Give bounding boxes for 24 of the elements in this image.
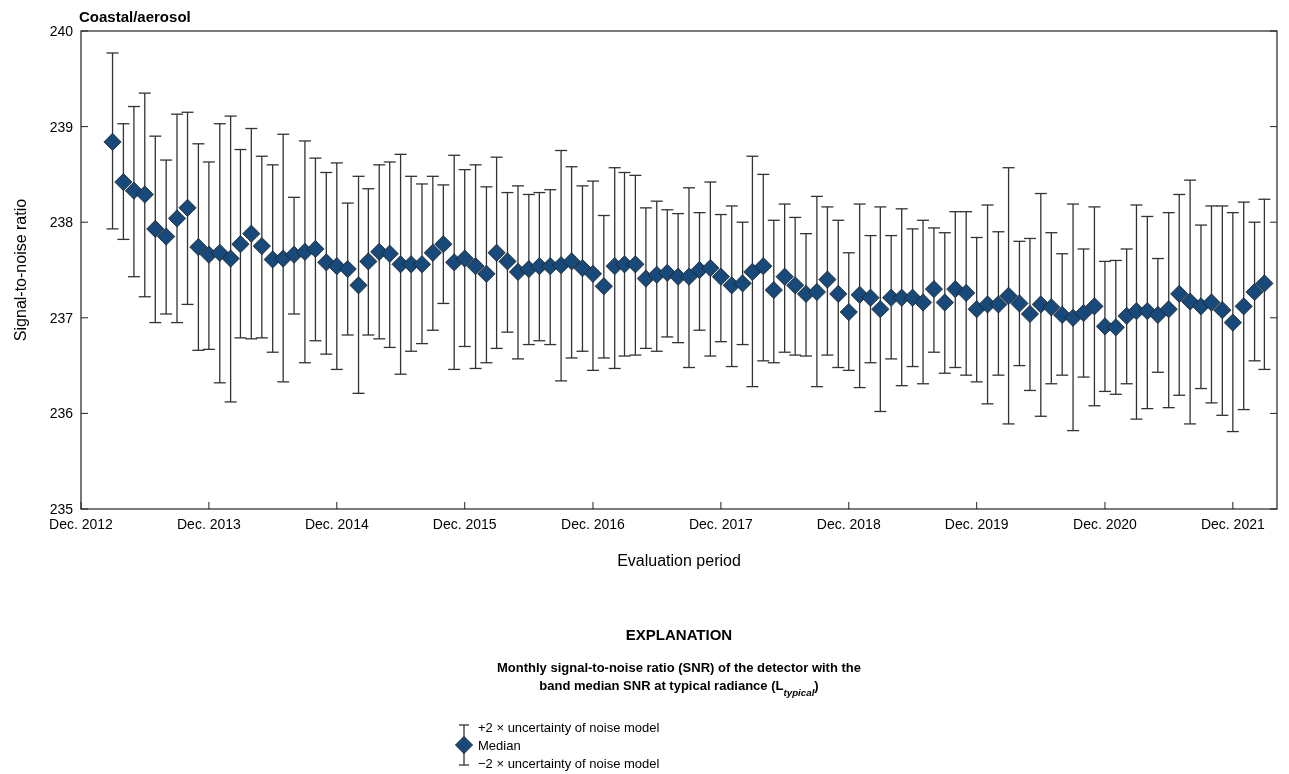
y-tick-label: 240: [49, 22, 74, 39]
chart-title: Coastal/aerosol: [79, 8, 191, 25]
y-tick-label: 239: [49, 118, 74, 135]
legend-label: Median: [478, 737, 521, 753]
x-axis-title: Evaluation period: [617, 552, 741, 569]
x-tick-label: Dec. 2015: [432, 516, 497, 532]
x-tick-label: Dec. 2018: [816, 516, 881, 532]
y-tick-label: 235: [49, 500, 74, 517]
text: +2 × uncertainty of noise model: [478, 719, 660, 735]
x-tick-label: Dec. 2020: [1073, 516, 1138, 532]
x-tick-label: Dec. 2014: [304, 516, 369, 532]
x-tick-label: Dec. 2019: [944, 516, 1009, 532]
x-tick-label: Dec. 2016: [561, 516, 626, 532]
legend-title: Monthly signal-to-noise ratio (SNR) of the detector with the band median SNR at typical radiance (L$_{typical}$): [497, 660, 861, 698]
x-tick-label: Dec. 2021: [1200, 516, 1265, 532]
x-tick-label: Dec. 2013: [176, 516, 242, 532]
text: EXPLANATION: [625, 626, 733, 643]
text: −2 × uncertainty of noise model: [478, 755, 660, 771]
y-tick-label: 238: [49, 214, 74, 231]
y-axis-title: Signal-to-noise ratio: [12, 198, 29, 342]
x-tick-label: Dec. 2012: [49, 516, 114, 532]
y-tick-label: 236: [49, 405, 74, 422]
y-tick-label: 237: [49, 309, 74, 326]
x-tick-label: Dec. 2017: [688, 516, 753, 532]
